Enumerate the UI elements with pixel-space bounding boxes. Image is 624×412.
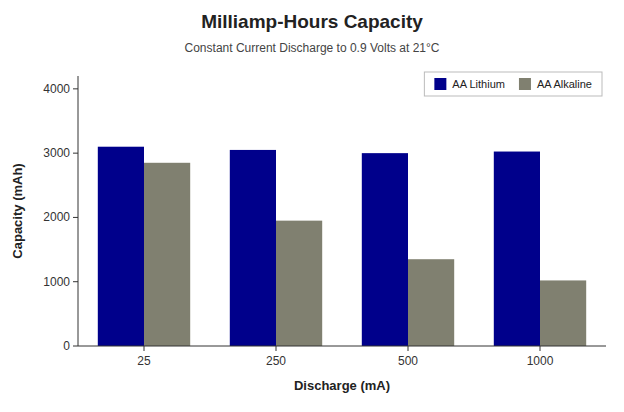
bars (98, 147, 586, 346)
legend-label: AA Alkaline (537, 78, 592, 90)
legend: AA Lithium AA Alkaline (424, 72, 602, 96)
legend-label: AA Lithium (452, 78, 505, 90)
y-tick-label: 2000 (43, 210, 70, 224)
subtitle: Constant Current Discharge to 0.9 Volts … (185, 41, 440, 55)
x-tick (276, 346, 277, 351)
legend-box (424, 72, 602, 96)
bar (230, 150, 276, 346)
bar (408, 259, 454, 346)
y-tick (73, 153, 78, 154)
bar (276, 221, 322, 346)
x-axis-line (78, 346, 606, 347)
bar (494, 152, 540, 346)
y-tick-label: 3000 (43, 146, 70, 160)
chart: Milliamp-Hours Capacity Constant Current … (0, 0, 624, 412)
x-axis-label: Discharge (mA) (294, 378, 390, 393)
title: Milliamp-Hours Capacity (201, 11, 423, 32)
x-tick-label: 250 (266, 354, 286, 368)
bar (362, 153, 408, 346)
x-tick-label: 25 (137, 354, 151, 368)
y-tick (73, 217, 78, 218)
y-tick-label: 0 (63, 339, 70, 353)
bar (540, 280, 586, 346)
x-tick (144, 346, 145, 351)
legend-swatch (519, 78, 531, 90)
y-tick-label: 1000 (43, 275, 70, 289)
y-axis-label: Capacity (mAh) (10, 163, 25, 258)
x-tick-label: 500 (398, 354, 418, 368)
y-tick (73, 88, 78, 89)
x-tick-label: 1000 (527, 354, 554, 368)
x-tick (540, 346, 541, 351)
y-tick (73, 281, 78, 282)
bar (144, 163, 190, 346)
y-tick-label: 4000 (43, 82, 70, 96)
legend-swatch (434, 78, 446, 90)
y-axis-line (78, 76, 79, 346)
y-tick (73, 346, 78, 347)
x-tick (408, 346, 409, 351)
bar (98, 147, 144, 346)
